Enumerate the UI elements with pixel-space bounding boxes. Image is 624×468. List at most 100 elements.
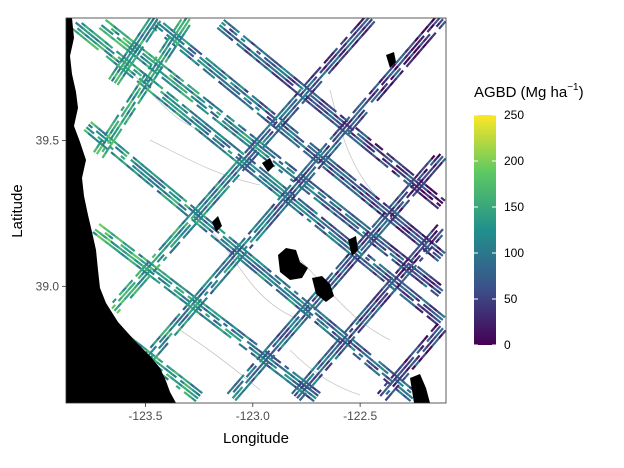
track-segment [409, 189, 415, 195]
map-panel [65, 17, 447, 404]
track-segment [332, 203, 339, 209]
track-segment [257, 369, 263, 375]
track-segment [228, 322, 235, 328]
track-segment [128, 63, 133, 69]
track-segment [334, 354, 340, 360]
track-segment [246, 150, 252, 156]
track-segment [168, 31, 174, 36]
track-segment [141, 256, 148, 262]
track-segment [296, 393, 302, 399]
track-segment [153, 68, 158, 74]
track-segment [179, 77, 185, 83]
track-segment [325, 144, 331, 151]
track-segment [188, 303, 194, 310]
track-segment [371, 368, 377, 374]
track-segment [307, 175, 313, 182]
track-segment [368, 268, 374, 273]
track-segment [357, 328, 363, 334]
track-segment [318, 74, 324, 80]
track-segment [382, 225, 388, 232]
track-segment [188, 118, 195, 124]
track-segment [378, 287, 384, 294]
track-segment [225, 152, 231, 158]
track-segment [235, 167, 241, 174]
track-segment [168, 82, 175, 88]
track-segment [198, 224, 204, 230]
track-segment [169, 367, 176, 373]
track-segment [338, 212, 344, 218]
track-segment [235, 147, 241, 153]
track-segment [160, 24, 166, 30]
track-segment [317, 80, 323, 86]
track-segment [277, 340, 283, 347]
track-segment [284, 202, 290, 208]
track-segment [249, 237, 255, 244]
track-segment [181, 103, 187, 109]
track-segment [231, 393, 237, 400]
track-segment [401, 376, 407, 382]
track-segment [310, 212, 316, 218]
track-segment [323, 191, 329, 197]
track-segment [259, 351, 265, 357]
track-segment [212, 200, 217, 206]
track-segment [428, 35, 434, 41]
track-segment [339, 40, 345, 46]
track-segment [247, 144, 253, 150]
track-segment [395, 225, 401, 231]
track-segment [367, 311, 373, 317]
track-segment [372, 237, 378, 243]
track-segment [104, 136, 109, 143]
track-segment [283, 373, 290, 379]
track-segment [296, 172, 302, 179]
track-segment [426, 198, 432, 204]
track-segment [273, 68, 279, 74]
track-segment [364, 264, 370, 270]
track-segment [119, 63, 125, 69]
track-segment [323, 200, 329, 205]
track-segment [435, 232, 441, 238]
track-segment [203, 199, 209, 205]
track-segment [339, 240, 345, 246]
track-segment [293, 327, 299, 334]
track-segment [438, 316, 444, 321]
track-segment [120, 243, 126, 249]
track-segment [269, 209, 275, 215]
track-segment [432, 190, 438, 196]
track-segment [375, 157, 381, 162]
track-segment [255, 97, 261, 103]
track-segment [321, 154, 327, 160]
track-segment [343, 36, 349, 42]
track-segment [265, 53, 272, 59]
track-segment [282, 194, 288, 200]
track-segment [327, 362, 333, 368]
track-segment [174, 22, 180, 29]
track-segment [281, 331, 287, 337]
track-segment [316, 317, 322, 323]
track-segment [272, 336, 278, 342]
track-segment [220, 266, 226, 272]
track-segment [229, 89, 235, 95]
track-segment [326, 348, 332, 354]
track-segment [220, 69, 226, 75]
track-segment [391, 169, 397, 175]
track-segment [326, 353, 331, 360]
track-segment [225, 114, 232, 120]
track-segment [402, 179, 409, 185]
track-segment [362, 133, 369, 139]
track-segment [362, 306, 368, 312]
track-segment [239, 164, 245, 170]
track-segment [379, 249, 385, 254]
track-segment [433, 223, 439, 230]
track-segment [356, 347, 362, 353]
track-segment [314, 215, 320, 221]
track-segment [416, 254, 422, 260]
track-segment [399, 228, 405, 234]
track-segment [192, 92, 198, 98]
track-segment [152, 339, 158, 345]
track-segment [313, 305, 319, 311]
track-segment [106, 132, 112, 139]
track-segment [315, 185, 321, 191]
track-segment [291, 319, 297, 325]
track-segment [212, 319, 219, 324]
track-segment [258, 269, 264, 275]
